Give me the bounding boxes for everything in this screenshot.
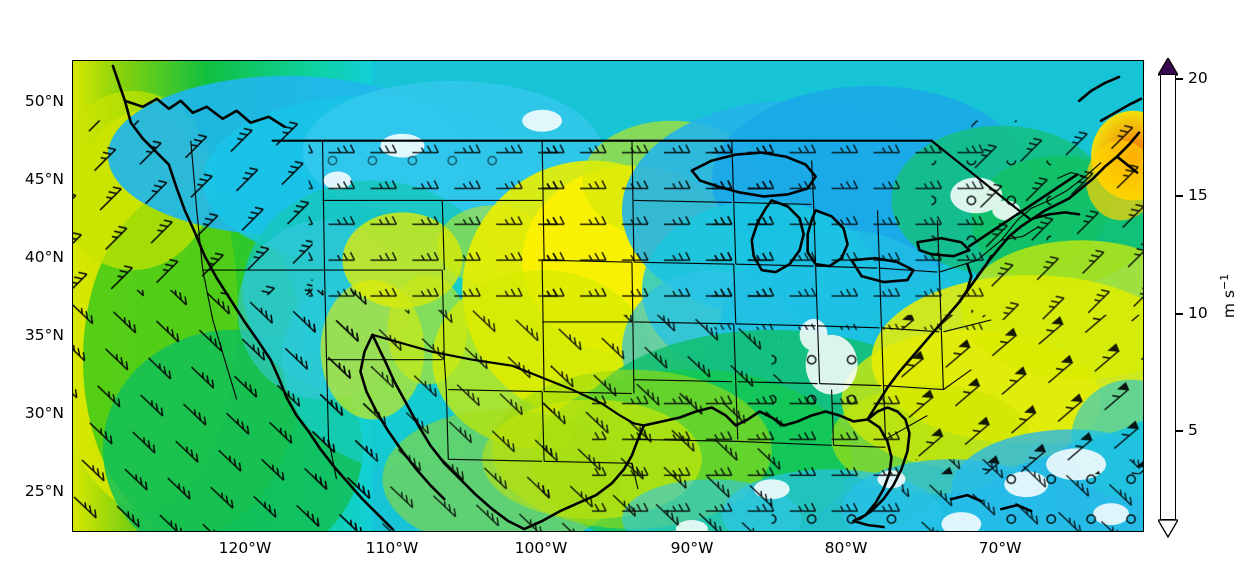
ytick-label: 25°N: [24, 482, 64, 500]
colorbar-units-label: m s−1: [1218, 273, 1239, 319]
colorbar-tick-label: 5: [1188, 421, 1198, 439]
colorbar-units-exponent: −1: [1218, 273, 1231, 291]
xtick-label: 120°W: [218, 539, 272, 557]
xtick-label: 110°W: [365, 539, 419, 557]
colorbar-tick-label: 15: [1188, 186, 1208, 204]
xtick-label: 80°W: [824, 539, 868, 557]
colorbar-extend-min-icon: [1158, 519, 1178, 538]
ytick-label: 50°N: [24, 92, 64, 110]
colorbar-tickmark: [1176, 430, 1183, 432]
xtick-label: 90°W: [670, 539, 714, 557]
colorbar-tick-label: 20: [1188, 69, 1208, 87]
colorbar-tick-label: 10: [1188, 304, 1208, 322]
ytick-label: 30°N: [24, 404, 64, 422]
wind-field-map: [73, 61, 1143, 531]
colorbar-gradient: [1160, 74, 1176, 520]
colorbar-tickmark: [1176, 313, 1183, 315]
map-axes[interactable]: [72, 60, 1144, 532]
ytick-label: 45°N: [24, 170, 64, 188]
map-canvas: [73, 61, 1143, 531]
ytick-label: 35°N: [24, 326, 64, 344]
xtick-label: 100°W: [514, 539, 568, 557]
colorbar-tickmark: [1176, 78, 1183, 80]
ytick-label: 40°N: [24, 248, 64, 266]
colorbar-tickmark: [1176, 195, 1183, 197]
xtick-label: 70°W: [978, 539, 1022, 557]
